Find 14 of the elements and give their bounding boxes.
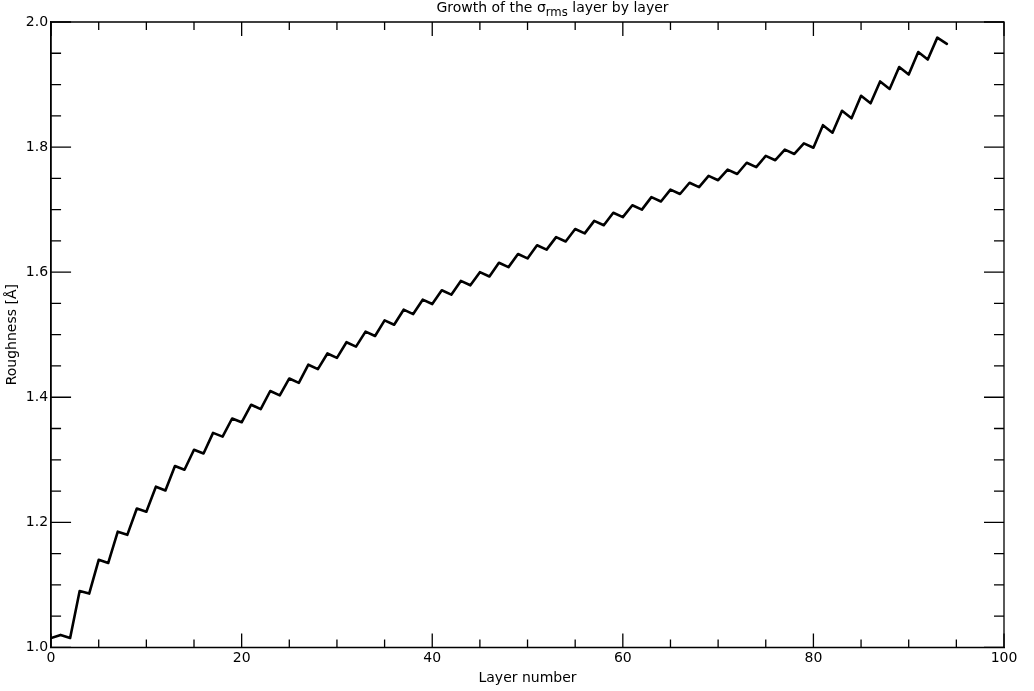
x-tick-label: 60 [613,649,632,666]
x-tick-label: 40 [423,649,442,666]
x-tick-label: 20 [232,649,251,666]
chart-title: Growth of the σ$_{rms}$ layer by layer [435,0,670,20]
x-tick-label: 100 [990,649,1018,666]
x-axis-title: Layer number [478,669,577,686]
y-tick-label: 1.8 [25,137,49,154]
x-tick-label: 0 [46,649,56,666]
y-tick-label: 2.0 [25,12,49,29]
x-tick-label: 80 [804,649,823,666]
y-axis-title: Roughness [Å] [3,284,20,386]
y-tick-label: 1.4 [25,387,49,404]
y-tick-label: 1.6 [25,262,49,279]
y-tick-label: 1.2 [25,512,49,529]
